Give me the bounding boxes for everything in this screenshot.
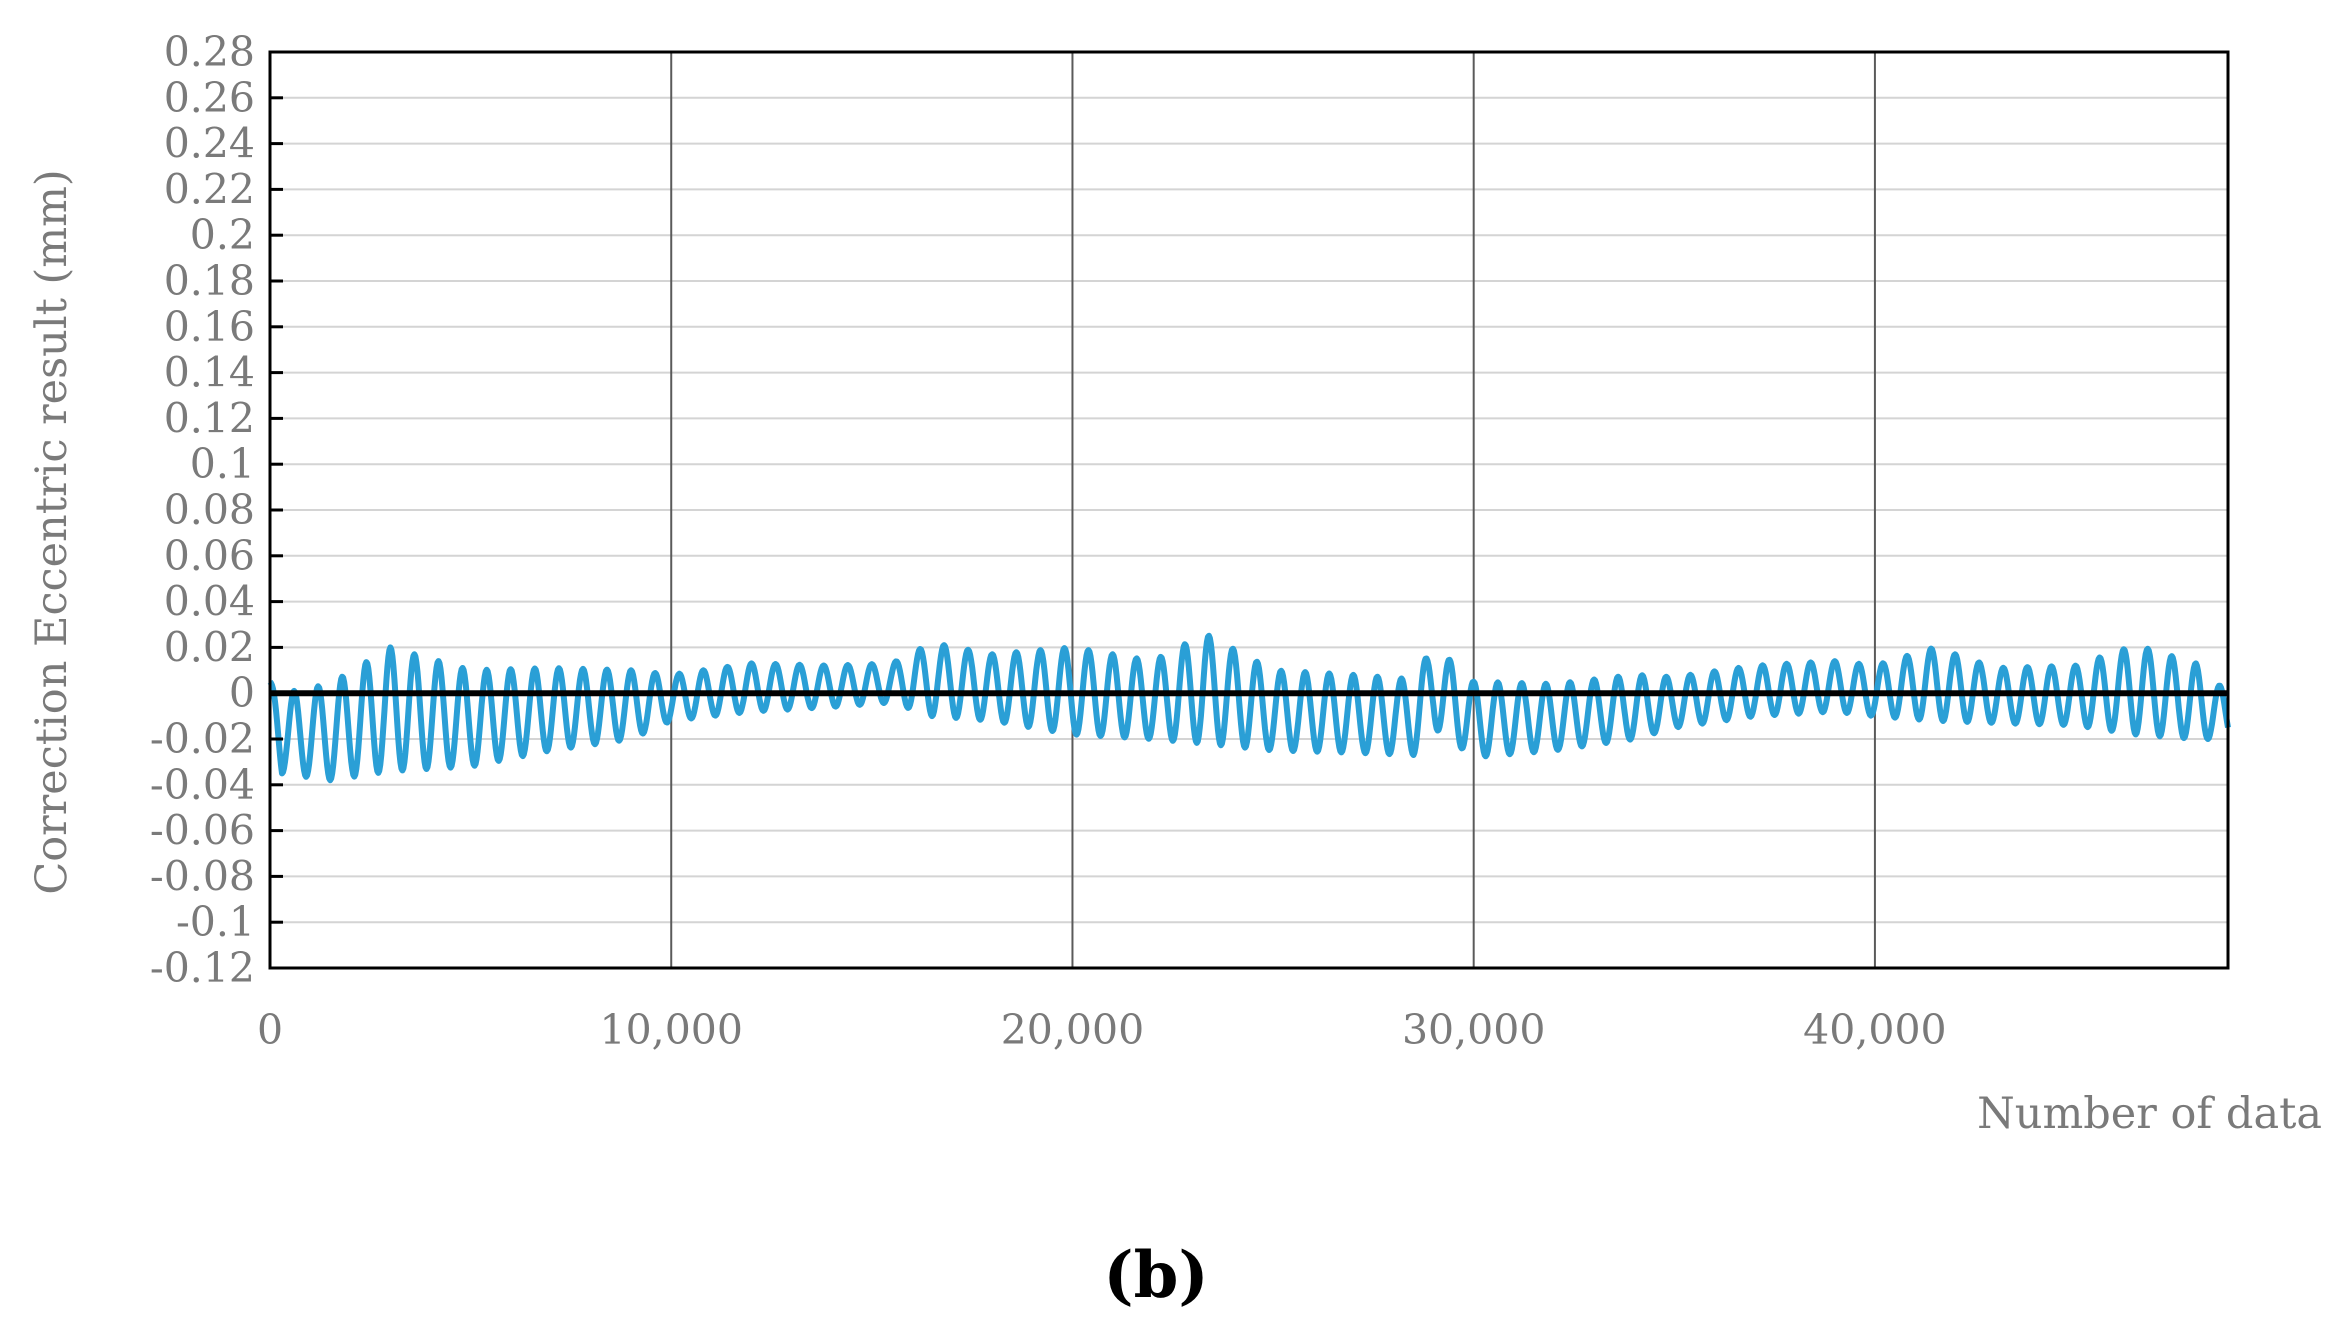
x-tick-label: 0 [257, 1006, 283, 1054]
data-series-line [267, 632, 2231, 784]
y-tick-label: 0.06 [164, 532, 255, 580]
y-tick-label: -0.08 [150, 852, 255, 900]
y-tick-label: 0.22 [164, 165, 255, 213]
y-axis-ticks [270, 50, 283, 970]
y-tick-label: 0.14 [164, 349, 255, 397]
y-tick-label: 0.04 [164, 578, 255, 626]
x-tick-label: 40,000 [1803, 1006, 1946, 1054]
horizontal-gridlines [270, 96, 2228, 924]
y-tick-label: 0.1 [190, 440, 255, 488]
y-tick-label: -0.06 [150, 807, 255, 855]
y-tick-label: 0.28 [164, 28, 255, 76]
x-axis-tick-labels: 0 10,000 20,000 30,000 40,000 [257, 1006, 1947, 1054]
y-tick-label: 0.08 [164, 486, 255, 534]
x-axis-title: Number of data [1977, 1089, 2322, 1139]
y-tick-label: -0.02 [150, 715, 255, 763]
y-tick-label: -0.12 [150, 944, 255, 992]
x-tick-label: 10,000 [599, 1006, 742, 1054]
series-layer [267, 632, 2231, 784]
y-tick-label: -0.04 [150, 761, 255, 809]
y-tick-label: 0.24 [164, 120, 255, 168]
vertical-gridlines [670, 52, 1876, 968]
y-axis-tick-labels: 0.280.260.240.220.20.180.160.140.120.10.… [150, 28, 255, 992]
x-tick-label: 30,000 [1402, 1006, 1545, 1054]
panel-label: (b) [1103, 1238, 1208, 1313]
y-tick-label: 0 [229, 669, 255, 717]
y-tick-label: 0.18 [164, 257, 255, 305]
y-tick-label: 0.16 [164, 303, 255, 351]
y-tick-label: 0.02 [164, 623, 255, 671]
y-tick-label: -0.1 [176, 898, 255, 946]
y-axis-title: Correction Eccentric result (mm) [27, 169, 77, 894]
y-tick-label: 0.12 [164, 394, 255, 442]
x-tick-label: 20,000 [1001, 1006, 1144, 1054]
y-tick-label: 0.26 [164, 74, 255, 122]
y-tick-label: 0.2 [190, 211, 255, 259]
